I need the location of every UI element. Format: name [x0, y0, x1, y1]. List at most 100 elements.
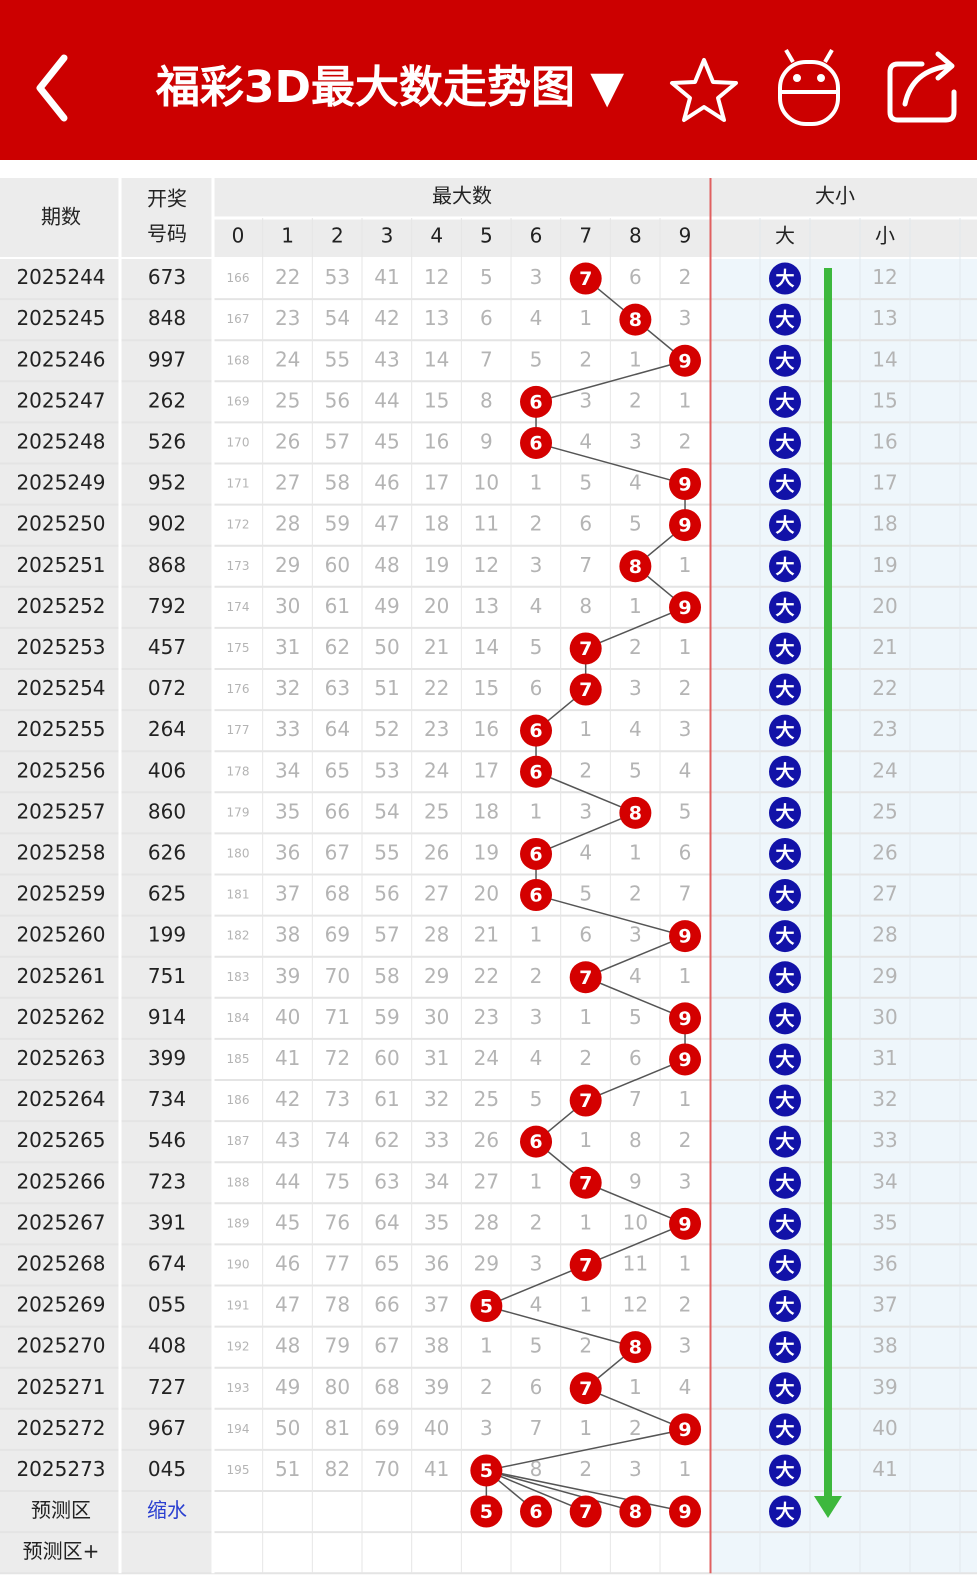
size-ball: [769, 550, 801, 583]
small-count: 19: [872, 553, 897, 577]
size-ball-label: 大: [775, 1048, 794, 1071]
omission: 57: [374, 923, 399, 947]
omission: 63: [374, 1169, 399, 1193]
robot-button[interactable]: [778, 48, 840, 126]
draw-number: 526: [148, 429, 186, 453]
omission: 5: [629, 1005, 642, 1029]
period: 2025268: [16, 1251, 105, 1275]
size-ball-label: 大: [775, 637, 794, 660]
omission: 167: [227, 312, 250, 326]
period: 2025254: [16, 676, 105, 700]
omission: 2: [679, 429, 692, 453]
page-title[interactable]: 福彩3D最大数走势图 ▼: [155, 62, 624, 113]
omission: 24: [424, 758, 449, 782]
size-ball-label: 大: [775, 1377, 794, 1400]
omission: 191: [227, 1299, 250, 1313]
omission: 24: [275, 347, 300, 371]
size-ball: [769, 509, 801, 542]
omission: 5: [679, 799, 692, 823]
header-digit: 5: [480, 224, 493, 248]
max-ball-label: 9: [678, 1049, 691, 1071]
omission: 44: [275, 1169, 300, 1193]
omission: 2: [579, 1046, 592, 1070]
omission: 82: [325, 1457, 350, 1481]
omission: 10: [623, 1210, 648, 1234]
omission: 9: [480, 429, 493, 453]
omission: 64: [325, 717, 350, 741]
draw-number: 734: [148, 1087, 186, 1111]
omission: 21: [424, 635, 449, 659]
omission: 1: [679, 388, 692, 412]
omission: 1: [530, 1169, 543, 1193]
omission: 28: [275, 512, 300, 536]
omission: 36: [275, 840, 300, 864]
period: 2025270: [16, 1334, 105, 1358]
omission: 78: [325, 1293, 350, 1317]
size-ball: [769, 426, 801, 459]
omission: 61: [374, 1087, 399, 1111]
max-ball-label: 9: [678, 515, 691, 537]
omission: 50: [374, 635, 399, 659]
omission: 39: [275, 964, 300, 988]
omission: 42: [275, 1087, 300, 1111]
back-button[interactable]: [36, 54, 68, 122]
omission: 74: [325, 1128, 350, 1152]
max-ball-label: 6: [529, 720, 542, 742]
max-ball: [470, 1290, 503, 1323]
predict-size-ball-label: 大: [775, 1500, 794, 1523]
period: 2025265: [16, 1128, 105, 1152]
omission: 1: [579, 1210, 592, 1234]
omission: 3: [629, 429, 642, 453]
header-group: 大小: [815, 184, 855, 208]
omission: 27: [424, 882, 449, 906]
period: 2025249: [16, 471, 105, 495]
draw-number: 792: [148, 594, 186, 618]
favorite-button[interactable]: [670, 58, 738, 122]
header-number: 开奖: [147, 187, 187, 211]
header-group: 最大数: [432, 184, 492, 208]
size-ball: [769, 262, 801, 295]
draw-number: 727: [148, 1375, 186, 1399]
omission: 4: [530, 594, 543, 618]
size-ball: [769, 920, 801, 953]
draw-number: 626: [148, 840, 186, 864]
omission: 172: [227, 518, 250, 532]
small-count: 21: [872, 635, 897, 659]
omission: 2: [579, 347, 592, 371]
period: 2025266: [16, 1169, 105, 1193]
omission: 33: [424, 1128, 449, 1152]
omission: 174: [227, 600, 250, 614]
max-ball: [569, 262, 602, 295]
omission: 3: [679, 306, 692, 330]
size-ball-label: 大: [775, 1130, 794, 1153]
omission: 8: [579, 594, 592, 618]
omission: 65: [325, 758, 350, 782]
header-big: 大: [775, 224, 795, 248]
omission: 192: [227, 1340, 250, 1354]
max-ball-label: 6: [529, 885, 542, 907]
omission: 4: [579, 840, 592, 864]
max-ball-label: 6: [529, 432, 542, 454]
omission: 75: [325, 1169, 350, 1193]
omission: 50: [275, 1416, 300, 1440]
omission: 61: [325, 594, 350, 618]
omission: 11: [623, 1251, 648, 1275]
omission: 16: [474, 717, 499, 741]
share-button[interactable]: [887, 51, 957, 123]
omission: 52: [374, 717, 399, 741]
omission: 6: [679, 840, 692, 864]
predict-action[interactable]: 缩水: [147, 1498, 187, 1522]
omission: 77: [325, 1251, 350, 1275]
predict-ball-label: 9: [678, 1501, 691, 1523]
omission: 51: [275, 1457, 300, 1481]
size-ball: [769, 961, 801, 994]
omission: 195: [227, 1463, 250, 1477]
size-ball-label: 大: [775, 514, 794, 537]
small-count: 39: [872, 1375, 897, 1399]
predict-size-ball: [769, 1495, 801, 1528]
size-ball: [769, 1372, 801, 1405]
period: 2025261: [16, 964, 105, 988]
omission: 1: [679, 1251, 692, 1275]
omission: 63: [325, 676, 350, 700]
small-count: 40: [872, 1416, 897, 1440]
